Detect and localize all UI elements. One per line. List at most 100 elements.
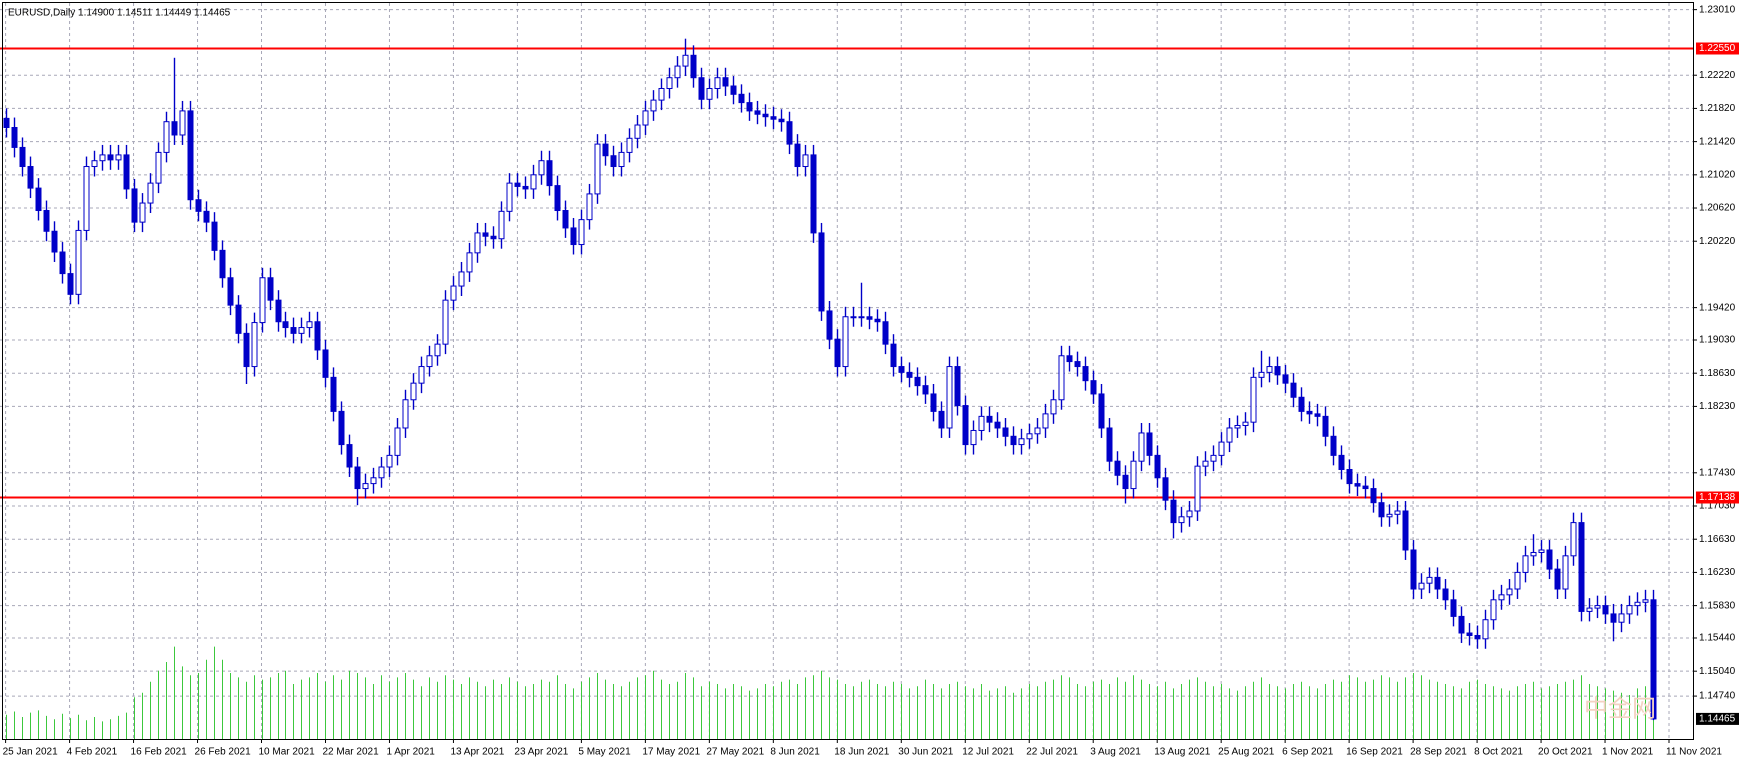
- candle-body: [898, 366, 905, 373]
- candle-body: [674, 65, 681, 79]
- candle-body: [554, 185, 561, 212]
- candle-body: [1066, 355, 1073, 363]
- candle-body: [538, 160, 545, 176]
- candle-body: [1402, 510, 1409, 551]
- candle-body: [634, 124, 641, 139]
- candle-body: [75, 229, 82, 295]
- candle-body: [922, 385, 929, 395]
- candle-body: [1506, 588, 1513, 596]
- candle-body: [123, 154, 130, 190]
- candle-body: [1186, 510, 1193, 518]
- candle-body: [882, 321, 889, 345]
- candle-body: [35, 187, 42, 212]
- candle-body: [1298, 396, 1305, 412]
- candle-body: [442, 299, 449, 345]
- candle-body: [1650, 599, 1657, 720]
- candle-body: [386, 454, 393, 468]
- candle-body: [362, 483, 369, 490]
- candle-body: [354, 466, 361, 490]
- candle-body: [1378, 502, 1385, 518]
- candle-body: [1610, 613, 1617, 623]
- candle-body: [1010, 435, 1017, 446]
- candle-body: [1386, 513, 1393, 518]
- candle-body: [778, 118, 785, 123]
- chart-title: EURUSD,Daily 1.14900 1.14511 1.14449 1.1…: [8, 8, 231, 19]
- candle-body: [858, 316, 865, 319]
- watermark: 中金网: [1584, 695, 1656, 722]
- candle-body: [1642, 599, 1649, 603]
- candle-body: [1618, 613, 1625, 623]
- candle-body: [490, 235, 497, 240]
- candle-body: [658, 87, 665, 101]
- candle-body: [562, 210, 569, 229]
- candle-body: [706, 87, 713, 100]
- candle-body: [970, 429, 977, 446]
- x-tick-label: 6 Sep 2021: [1282, 747, 1334, 758]
- candle-body: [954, 366, 961, 407]
- candle-body: [322, 349, 329, 378]
- y-tick-label: 1.14740: [1699, 691, 1736, 702]
- candle-body: [1626, 605, 1633, 615]
- candle-body: [306, 321, 313, 329]
- x-tick-label: 20 Oct 2021: [1538, 747, 1593, 758]
- candle-body: [1322, 415, 1329, 437]
- candle-body: [1458, 615, 1465, 634]
- candle-body: [235, 304, 242, 334]
- candle-body: [890, 343, 897, 368]
- candle-body: [666, 77, 673, 89]
- plot-frame: [2, 2, 1694, 740]
- candle-body: [698, 77, 705, 100]
- candle-body: [163, 121, 170, 153]
- candle-body: [482, 232, 489, 237]
- candle-body: [610, 155, 617, 168]
- candle-body: [1394, 510, 1401, 515]
- x-tick-label: 13 Apr 2021: [450, 747, 504, 758]
- candle-body: [458, 271, 465, 287]
- candle-body: [394, 427, 401, 456]
- candle-body: [914, 376, 921, 387]
- level-layer: [0, 47, 1693, 499]
- candle-body: [1314, 413, 1321, 417]
- candle-body: [1282, 374, 1289, 384]
- candle-body: [267, 277, 274, 301]
- candle-body: [714, 77, 721, 89]
- volume-layer: [6, 646, 1654, 739]
- candle-layer: [3, 38, 1657, 721]
- candle-body: [91, 160, 98, 168]
- candle-body: [1194, 465, 1201, 512]
- candle-body: [506, 182, 513, 212]
- candle-body: [1106, 427, 1113, 462]
- x-tick-label: 4 Feb 2021: [67, 747, 118, 758]
- candle-body: [762, 113, 769, 118]
- candle-body: [994, 421, 1001, 429]
- candle-body: [426, 355, 433, 368]
- candle-body: [986, 415, 993, 423]
- candle-body: [139, 202, 146, 223]
- y-tick-label: 1.16230: [1699, 567, 1736, 578]
- candle-body: [1490, 599, 1497, 621]
- candle-body: [195, 199, 202, 212]
- candle-body: [530, 174, 537, 190]
- candle-body: [786, 121, 793, 145]
- candle-body: [746, 102, 753, 112]
- x-tick-label: 10 Mar 2021: [259, 747, 316, 758]
- candle-body: [1050, 399, 1057, 415]
- y-tick-label: 1.23010: [1699, 4, 1736, 15]
- candle-body: [179, 110, 186, 136]
- y-tick-label: 1.19030: [1699, 335, 1736, 346]
- y-tick-label: 1.16630: [1699, 534, 1736, 545]
- candle-body: [1042, 413, 1049, 429]
- y-tick-label: 1.20220: [1699, 236, 1736, 247]
- candle-body: [1346, 468, 1353, 485]
- candle-body: [1290, 382, 1297, 398]
- candle-body: [874, 318, 881, 323]
- candle-body: [1562, 555, 1569, 590]
- candle-body: [1466, 632, 1473, 636]
- candle-body: [1330, 435, 1337, 456]
- candle-body: [1594, 605, 1601, 609]
- candle-body: [1098, 393, 1105, 429]
- y-tick-label: 1.15440: [1699, 633, 1736, 644]
- candle-body: [1362, 485, 1369, 490]
- candle-body: [1234, 424, 1241, 429]
- y-tick-label: 1.19420: [1699, 302, 1736, 313]
